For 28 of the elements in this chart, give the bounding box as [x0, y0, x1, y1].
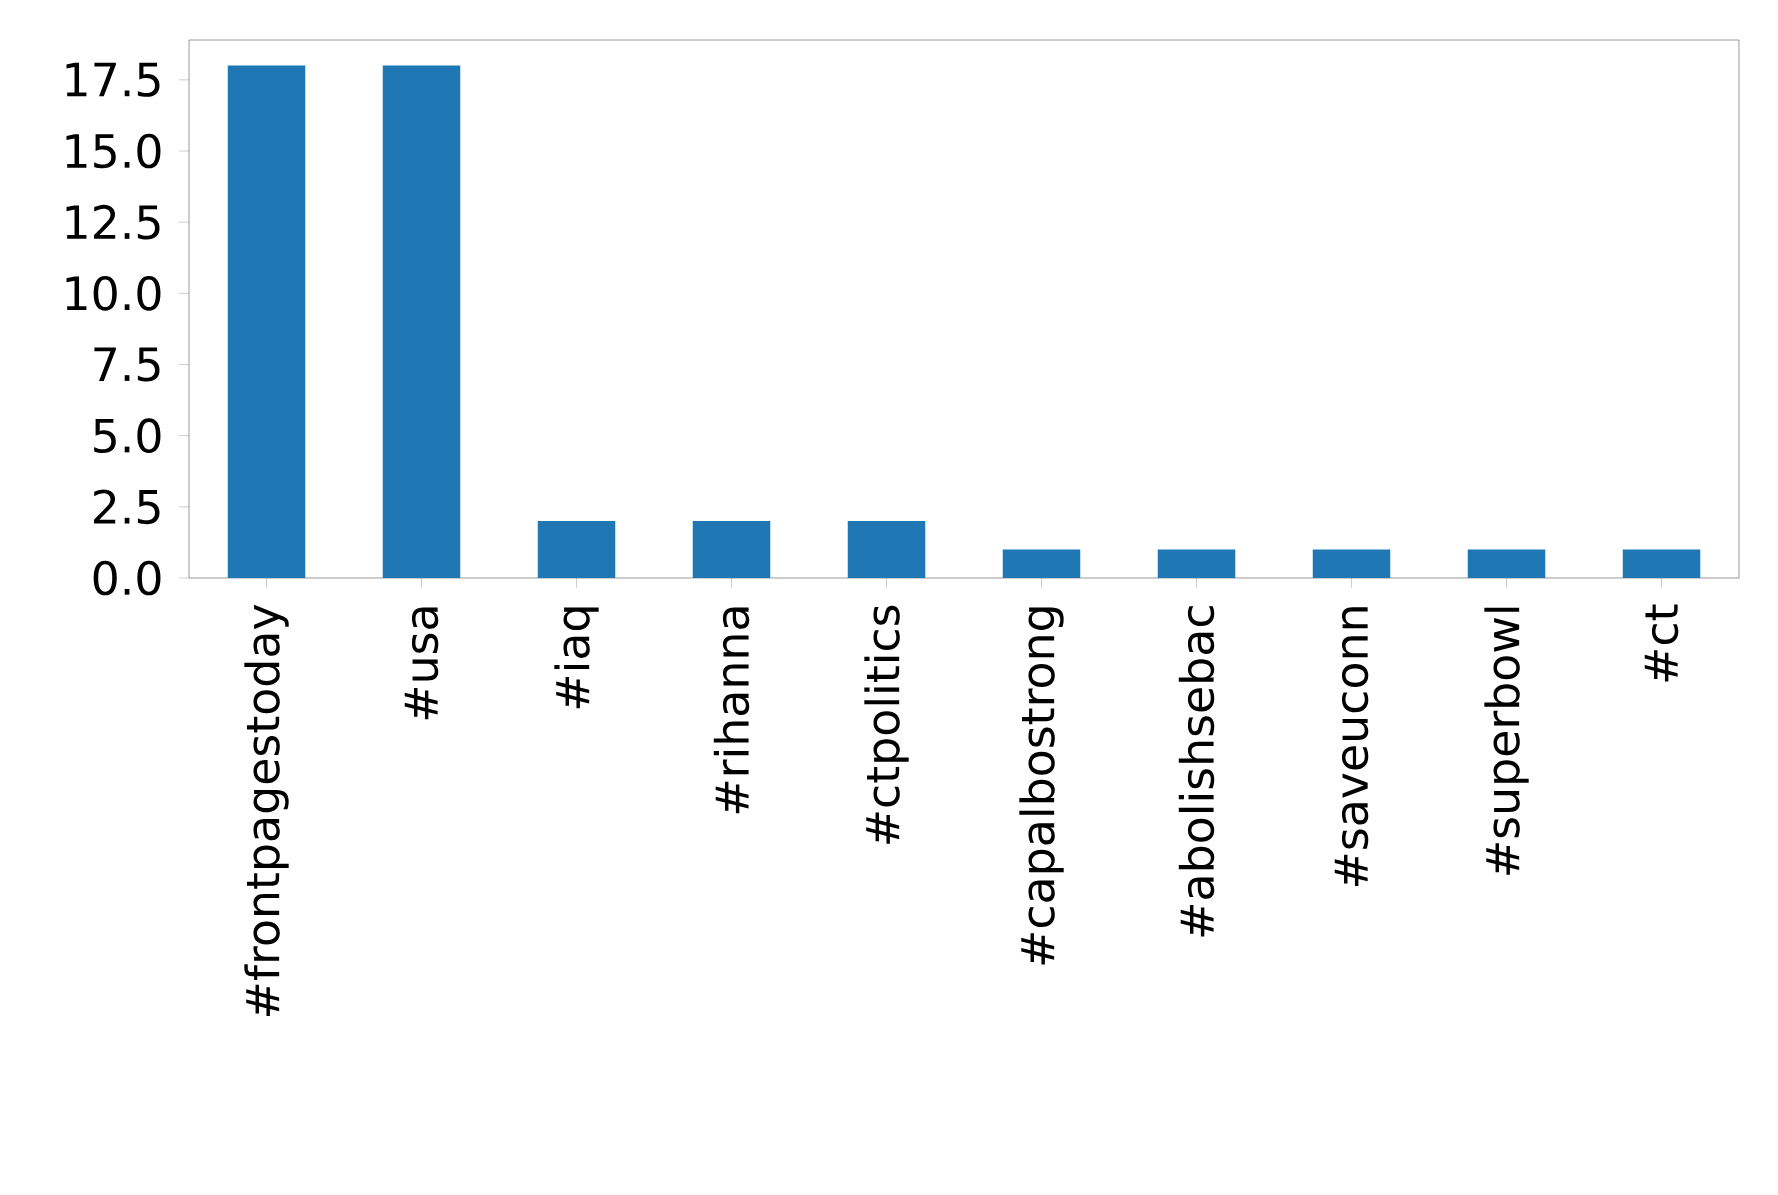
x-tick-label: #ctpolitics — [864, 605, 909, 844]
x-tick-label: #abolishsebac — [1178, 606, 1215, 937]
x-tick-label: #frontpagestoday — [244, 604, 289, 1016]
x-tick-label: #saveuconn — [1334, 607, 1369, 886]
y-tick-label: 17.5 — [66, 62, 160, 97]
bar — [847, 521, 926, 578]
x-tick-label: #ct — [1644, 604, 1679, 682]
y-tick-label: 7.5 — [94, 347, 160, 382]
bar — [1467, 549, 1546, 578]
bar — [227, 65, 306, 578]
y-tick-label: 2.5 — [94, 489, 160, 525]
x-tick-label: #rihanna — [713, 607, 750, 814]
bar — [692, 521, 771, 578]
x-tick-label: #usa — [404, 607, 439, 720]
y-tick-label: 5.0 — [94, 418, 161, 453]
x-tick-label: #iaq — [554, 607, 599, 709]
bar — [1312, 549, 1391, 578]
y-tick-label: 12.5 — [66, 204, 160, 240]
x-tick-label: #superbowl — [1484, 607, 1529, 875]
y-tick-label: 15.0 — [66, 133, 161, 169]
bar — [382, 65, 461, 578]
bar — [1622, 549, 1701, 578]
bar — [1002, 549, 1081, 578]
bar — [537, 521, 616, 578]
x-tick-label: #capalbostrong — [1019, 607, 1064, 965]
y-tick-label: 0.0 — [93, 560, 161, 596]
bar — [1157, 549, 1236, 578]
y-tick-label: 10.0 — [66, 276, 161, 311]
